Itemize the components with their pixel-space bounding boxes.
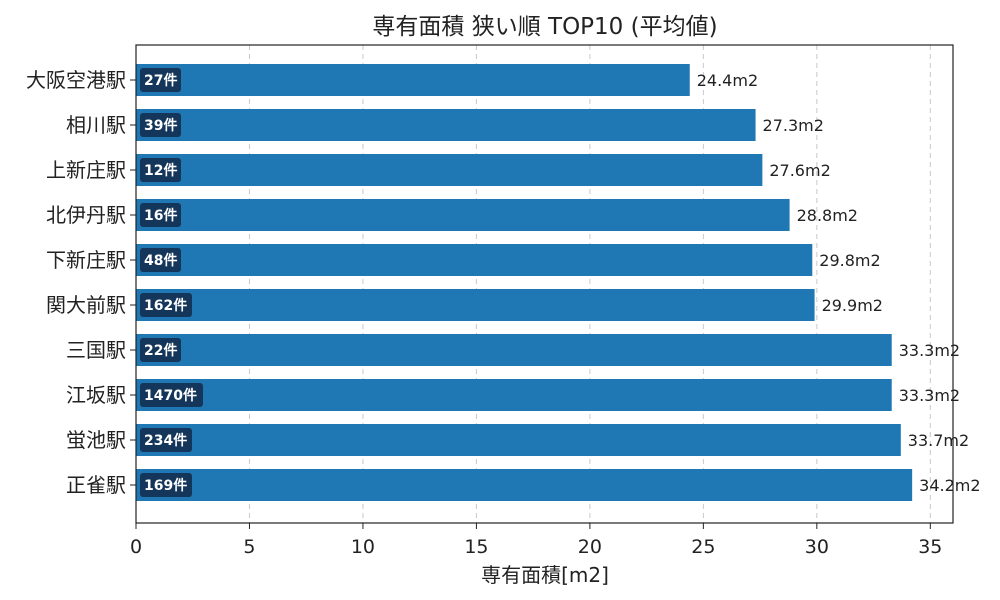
bar	[136, 289, 815, 321]
category-label: 大阪空港駅	[26, 68, 126, 92]
x-tick-label: 30	[805, 536, 829, 558]
x-axis-ticks: 0 5 10 15 20 25 30 35	[130, 523, 942, 558]
category-label: 上新庄駅	[46, 158, 126, 182]
count-badge-label: 39件	[144, 117, 177, 134]
x-tick-label: 20	[578, 536, 602, 558]
count-badge-label: 16件	[144, 207, 177, 224]
count-badge-label: 234件	[144, 432, 187, 449]
bar-value-label: 27.3m2	[763, 116, 824, 135]
count-badge	[140, 428, 192, 452]
count-badge-label: 22件	[144, 342, 177, 359]
bar-value-label: 24.4m2	[697, 71, 758, 90]
x-tick-label: 5	[243, 536, 255, 558]
bar	[136, 109, 756, 141]
bar-value-label: 27.6m2	[769, 161, 830, 180]
count-badge-label: 162件	[144, 297, 187, 314]
category-label: 蛍池駅	[66, 428, 126, 452]
bars: 24.4m2 27件 27.3m2 39件 27.6m2 12件 28.8m2 16件 29.8…	[136, 64, 981, 501]
count-badge	[140, 293, 192, 317]
count-badge-label: 1470件	[144, 387, 197, 404]
count-badge	[140, 158, 181, 182]
x-tick-label: 35	[918, 536, 942, 558]
x-tick-label: 15	[464, 536, 488, 558]
count-badge	[140, 68, 181, 92]
bar	[136, 199, 790, 231]
x-tick-label: 0	[130, 536, 142, 558]
x-tick-label: 10	[351, 536, 375, 558]
bar	[136, 64, 690, 96]
chart-title: 専有面積 狭い順 TOP10 (平均値)	[372, 14, 717, 40]
category-label: 関大前駅	[46, 293, 126, 317]
bar-value-label: 33.3m2	[899, 341, 960, 360]
category-label: 下新庄駅	[46, 248, 126, 272]
bar-value-label: 33.3m2	[899, 386, 960, 405]
bar	[136, 244, 813, 276]
count-badge	[140, 248, 181, 272]
category-label: 三国駅	[66, 338, 126, 362]
count-badge	[140, 383, 203, 407]
count-badge	[140, 113, 181, 137]
count-badge-label: 27件	[144, 72, 177, 89]
count-badge	[140, 203, 181, 227]
count-badge-label: 169件	[144, 477, 187, 494]
bar	[136, 379, 892, 411]
bar-value-label: 29.8m2	[819, 251, 880, 270]
count-badge	[140, 473, 192, 497]
x-tick-label: 25	[691, 536, 715, 558]
category-label: 相川駅	[66, 113, 126, 137]
count-badge-label: 48件	[144, 252, 177, 269]
bar-value-label: 28.8m2	[797, 206, 858, 225]
bar	[136, 469, 913, 501]
bar	[136, 154, 763, 186]
category-label: 正雀駅	[66, 473, 126, 497]
category-label: 江坂駅	[66, 383, 126, 407]
bar	[136, 334, 892, 366]
bar-value-label: 29.9m2	[822, 296, 883, 315]
x-axis-label: 専有面積[m2]	[481, 563, 609, 587]
count-badge	[140, 338, 181, 362]
bar-value-label: 33.7m2	[908, 431, 969, 450]
bar-value-label: 34.2m2	[919, 476, 980, 495]
count-badge-label: 12件	[144, 162, 177, 179]
category-label: 北伊丹駅	[46, 203, 126, 227]
plot-frame	[135, 44, 954, 524]
bar	[136, 424, 901, 456]
